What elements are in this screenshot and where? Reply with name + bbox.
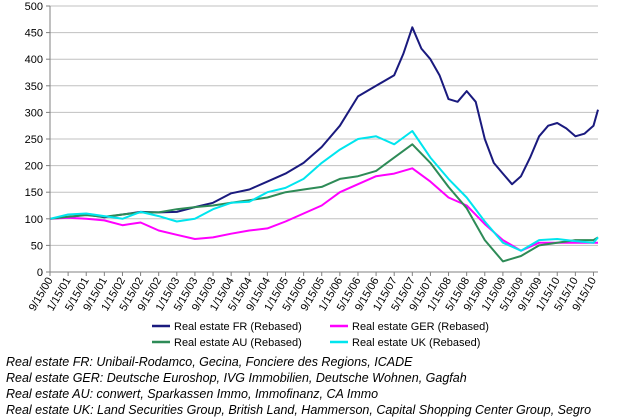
y-tick-label: 50	[31, 240, 43, 252]
line-chart: 0 50 100 150 200 250 300 350 400 450 500 9/15/001/…	[25, 1, 599, 349]
y-tick-label: 450	[25, 28, 43, 40]
gridlines	[50, 5, 598, 246]
legend: Real estate FR (Rebased) Real estate GER …	[152, 321, 489, 349]
legend-label: Real estate AU (Rebased)	[174, 337, 302, 349]
y-tick-label: 100	[25, 214, 43, 226]
footnotes: Real estate FR: Unibail-Rodamco, Gecina,…	[6, 354, 640, 418]
y-axis-ticks: 0 50 100 150 200 250 300 350 400 450 500	[25, 1, 50, 279]
series-lines	[49, 26, 599, 263]
y-tick-label: 400	[25, 54, 43, 66]
series-line-0	[49, 26, 599, 220]
series-line-3	[49, 130, 599, 252]
y-tick-label: 250	[25, 134, 43, 146]
y-tick-label: 0	[37, 267, 43, 279]
y-tick-label: 300	[25, 107, 43, 119]
legend-label: Real estate FR (Rebased)	[174, 321, 302, 333]
footnote-uk: Real estate UK: Land Securities Group, B…	[6, 403, 592, 417]
x-axis-ticks: 9/15/001/15/015/15/019/15/011/15/025/15/…	[27, 272, 599, 313]
legend-label: Real estate UK (Rebased)	[352, 337, 480, 349]
y-tick-label: 350	[25, 81, 43, 93]
footnote-au: Real estate AU: conwert, Sparkassen Immo…	[6, 387, 379, 401]
footnote-ger: Real estate GER: Deutsche Euroshop, IVG …	[6, 371, 467, 385]
legend-label: Real estate GER (Rebased)	[352, 321, 489, 333]
y-tick-label: 500	[25, 1, 43, 13]
y-tick-label: 200	[25, 161, 43, 173]
footnote-fr: Real estate FR: Unibail-Rodamco, Gecina,…	[6, 355, 413, 369]
y-tick-label: 150	[25, 187, 43, 199]
